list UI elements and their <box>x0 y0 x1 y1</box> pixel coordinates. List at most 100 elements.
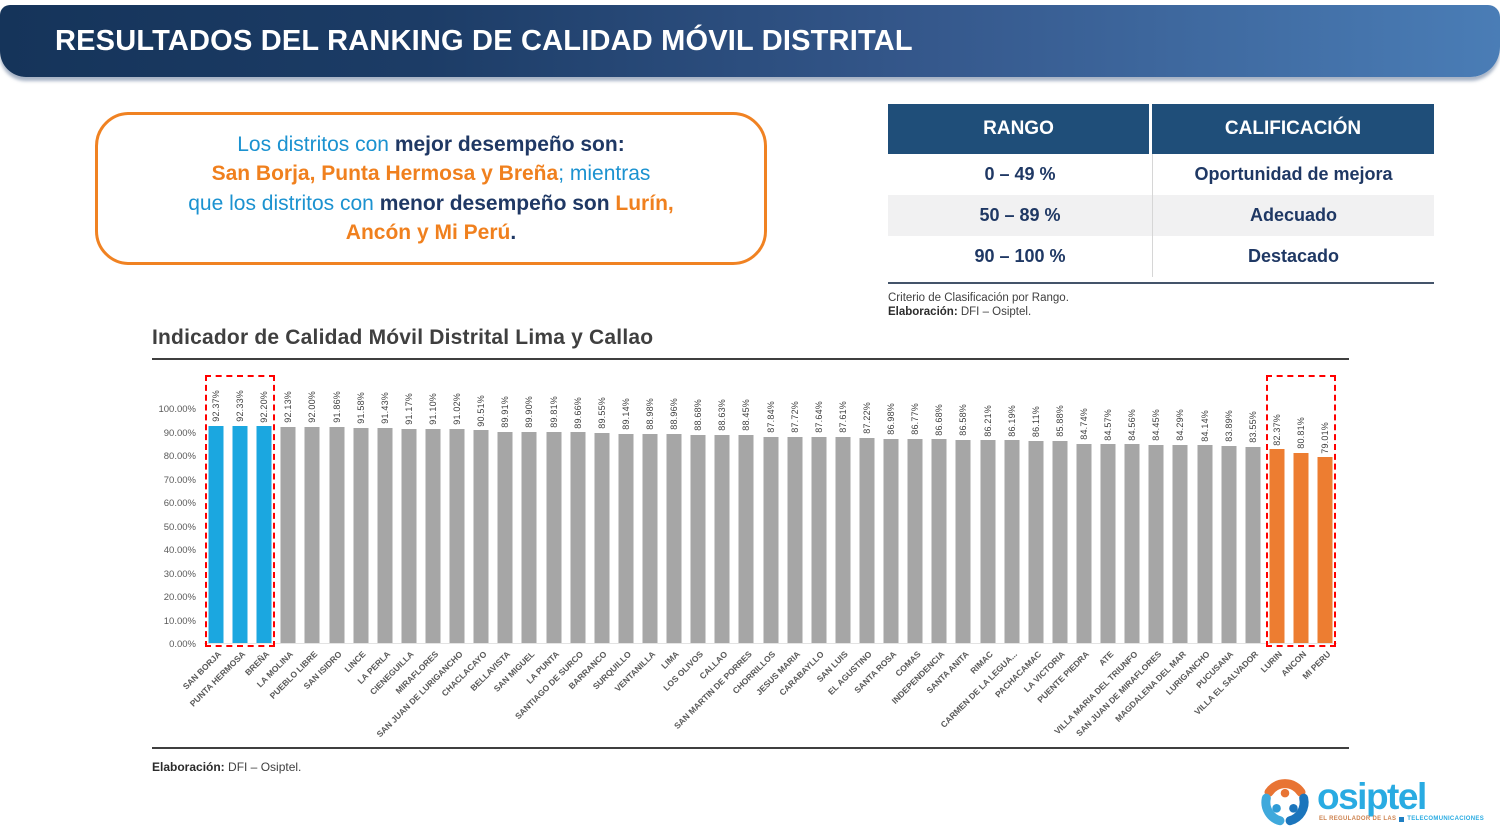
bar <box>1245 446 1261 643</box>
bar-value-label: 82.37% <box>1271 413 1282 446</box>
bar <box>497 431 513 643</box>
chart-source-text: DFI – Osiptel. <box>224 760 302 774</box>
bar-value-label: 91.10% <box>428 393 439 425</box>
chart-title-rule <box>152 358 1349 360</box>
bar-value-label: 89.90% <box>524 396 535 428</box>
bar-value-label: 86.68% <box>934 403 945 436</box>
bar-value-label: 88.96% <box>669 398 680 430</box>
bar-slot: 83.55% VILLA EL SALVADOR <box>1192 371 1265 717</box>
bar-value-label: 87.72% <box>789 401 800 433</box>
bar <box>955 439 971 643</box>
bar <box>570 432 586 643</box>
bar-value-label: 86.58% <box>958 403 969 436</box>
bar-slot: 84.74% PUENTE PIEDRA <box>1035 371 1096 705</box>
y-axis-tick-label: 10.00% <box>163 615 196 627</box>
callout-segment: Los distritos con <box>237 132 395 156</box>
bar <box>280 426 296 643</box>
bar <box>1148 444 1164 643</box>
bar-slot: 89.81% LA PUNTA <box>524 371 566 686</box>
bar <box>859 438 875 643</box>
bar-slot: 87.64% CARABAYLLO <box>777 371 831 698</box>
callout-segment: Lurín, <box>615 191 674 215</box>
bar-slot: 91.10% MIRAFLORES <box>393 371 445 696</box>
callout-segment: Ancón y Mi Perú <box>345 221 511 244</box>
chart-plot: 92.37% SAN BORJA 92.33% PUNTA HERMOSA 92.20%… <box>181 371 1337 739</box>
bar <box>763 436 779 643</box>
bar-slot: 90.51% CHACLACAYO <box>439 371 493 698</box>
table-cell: 90 – 100 % <box>974 246 1066 266</box>
bar-value-label: 86.98% <box>886 402 897 435</box>
bar-value-label: 92.00% <box>307 391 318 423</box>
bar-slot: 86.19% CARMEN DE LA LEGUA... <box>938 371 1024 730</box>
bar <box>1269 449 1285 643</box>
bar <box>666 433 682 643</box>
bar-value-label: 87.84% <box>765 400 776 433</box>
bar-slot: 80.81% ANCON <box>1279 371 1313 678</box>
table-cell: Destacado <box>1152 236 1434 277</box>
osiptel-logo-text: osiptel EL REGULADOR DE LAS TELECOMUNICA… <box>1317 778 1484 822</box>
bar <box>473 430 489 643</box>
bar-value-label: 86.19% <box>1006 404 1017 437</box>
bar-slot: 88.68% LOS OLIVOS <box>662 371 710 693</box>
callout-segment: . <box>510 221 517 244</box>
bar-slot: 87.84% CHORRILLOS <box>731 371 783 696</box>
bar-slot: 89.91% BELLAVISTA <box>469 371 517 693</box>
bar-value-label: 92.33% <box>235 390 246 423</box>
bar-slot: 91.02% SAN JUAN DE LURIGANCHO <box>374 371 469 739</box>
bar <box>907 439 923 643</box>
bar-slot: 84.29% MAGDALENA DEL MAR <box>1113 371 1192 724</box>
y-axis-tick-label: 30.00% <box>163 568 196 580</box>
bar <box>738 435 754 643</box>
y-axis-tick-label: 90.00% <box>163 427 196 439</box>
bar-slot: 89.55% BARRANCO <box>567 371 614 691</box>
y-axis-tick-label: 20.00% <box>163 592 196 603</box>
table-cell: Adecuado <box>1152 195 1434 236</box>
bar-slot: 91.43% LA PERLA <box>355 371 397 686</box>
osiptel-logo: osiptel EL REGULADOR DE LAS TELECOMUNICA… <box>1258 774 1484 828</box>
bar <box>208 425 224 643</box>
bar-slot: 89.90% SAN MIGUEL <box>492 371 541 694</box>
bar-value-label: 92.37% <box>211 390 222 422</box>
bar-value-label: 92.20% <box>259 390 270 423</box>
tagline-left: EL REGULADOR DE LAS <box>1319 816 1397 822</box>
bar <box>1197 445 1213 643</box>
bar <box>835 437 851 643</box>
bar-slot: 88.98% VENTANILLA <box>612 371 662 694</box>
bar <box>1293 453 1309 643</box>
callout-segment: menor desempeño son <box>379 191 616 215</box>
bar <box>353 427 369 643</box>
callout-segment: San Borja, Punta Hermosa y Breña <box>211 162 559 185</box>
bar <box>377 428 393 643</box>
table-row: 0 – 49 % Oportunidad de mejora <box>888 154 1434 195</box>
table-cell: Oportunidad de mejora <box>1152 154 1434 195</box>
osiptel-tagline: EL REGULADOR DE LAS TELECOMUNICACIONES <box>1319 816 1484 822</box>
bar-value-label: 88.68% <box>693 398 704 431</box>
table-cell: 0 – 49 % <box>984 164 1056 184</box>
chart-source-label: Elaboración: <box>152 760 225 774</box>
bar-value-label: 84.29% <box>1175 409 1186 441</box>
bar <box>714 434 730 643</box>
bar <box>1076 443 1092 643</box>
table-caption-line: Criterio de Clasificación por Rango. <box>888 292 1069 304</box>
y-axis-tick-label: 60.00% <box>163 498 196 509</box>
bar-slot: 89.14% SURQUILLO <box>591 371 638 691</box>
bar-value-label: 83.55% <box>1247 410 1258 443</box>
bar <box>304 426 320 643</box>
table-cell: 50 – 89 % <box>979 205 1061 225</box>
bar-slot: 88.45% SAN MARTIN DE PORRES <box>672 371 758 731</box>
bar <box>980 440 996 643</box>
bar-value-label: 79.01% <box>1320 421 1331 454</box>
bar <box>787 436 803 643</box>
bar-slot: 91.86% SAN ISIDRO <box>302 371 349 691</box>
bar-value-label: 91.17% <box>403 393 414 425</box>
bar-slot: 92.37% SAN BORJA <box>181 371 228 691</box>
bar <box>256 426 272 643</box>
bar-value-label: 92.13% <box>283 390 294 423</box>
bar <box>642 433 658 643</box>
bar-value-label: 84.57% <box>1103 408 1114 441</box>
table-caption: Criterio de Clasificación por Rango. Ela… <box>888 291 1434 319</box>
bar <box>546 431 562 643</box>
bar <box>1124 444 1140 643</box>
bar-value-label: 91.86% <box>331 391 342 424</box>
bar-slot: 87.61% SAN LUIS <box>815 371 855 684</box>
